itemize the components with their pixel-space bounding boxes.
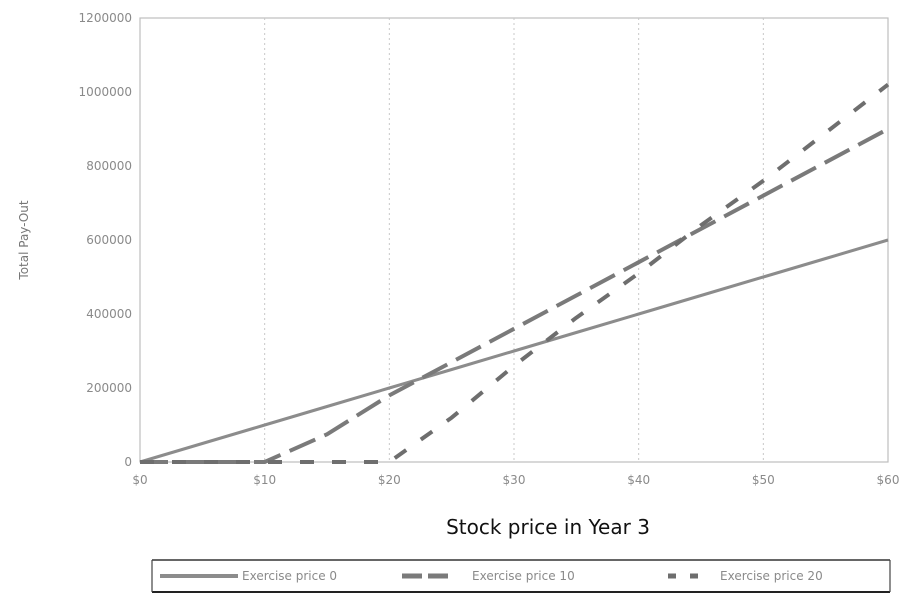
legend-label-2: Exercise price 10 bbox=[472, 569, 575, 583]
y-tick-label: 1000000 bbox=[79, 85, 132, 99]
x-tick-label: $40 bbox=[627, 473, 650, 487]
x-tick-label: $30 bbox=[503, 473, 526, 487]
legend: Exercise price 0 Exercise price 10 Exercis… bbox=[151, 559, 891, 593]
y-tick-label: 1200000 bbox=[79, 11, 132, 25]
y-axis-label: Total Pay-Out bbox=[17, 200, 31, 280]
x-tick-label: $50 bbox=[752, 473, 775, 487]
series-line-3 bbox=[140, 83, 890, 464]
y-tick-label: 0 bbox=[124, 455, 132, 469]
series-lines bbox=[139, 83, 890, 464]
x-tick-label: $0 bbox=[132, 473, 147, 487]
y-tick-label: 800000 bbox=[86, 159, 132, 173]
x-axis-label: Stock price in Year 3 bbox=[446, 515, 650, 539]
y-tick-label: 400000 bbox=[86, 307, 132, 321]
series-line-1 bbox=[139, 238, 889, 464]
y-tick-label: 200000 bbox=[86, 381, 132, 395]
x-tick-label: $20 bbox=[378, 473, 401, 487]
x-axis-ticks: $0 $10 $20 $30 $40 $50 $60 bbox=[132, 473, 899, 487]
legend-label-3: Exercise price 20 bbox=[720, 569, 823, 583]
y-tick-label: 600000 bbox=[86, 233, 132, 247]
x-tick-label: $10 bbox=[253, 473, 276, 487]
y-axis-ticks: 0 200000 400000 600000 800000 1000000 1200000 bbox=[79, 11, 132, 469]
series-line-2 bbox=[140, 127, 889, 464]
legend-label-1: Exercise price 0 bbox=[242, 569, 337, 583]
x-tick-label: $60 bbox=[877, 473, 900, 487]
